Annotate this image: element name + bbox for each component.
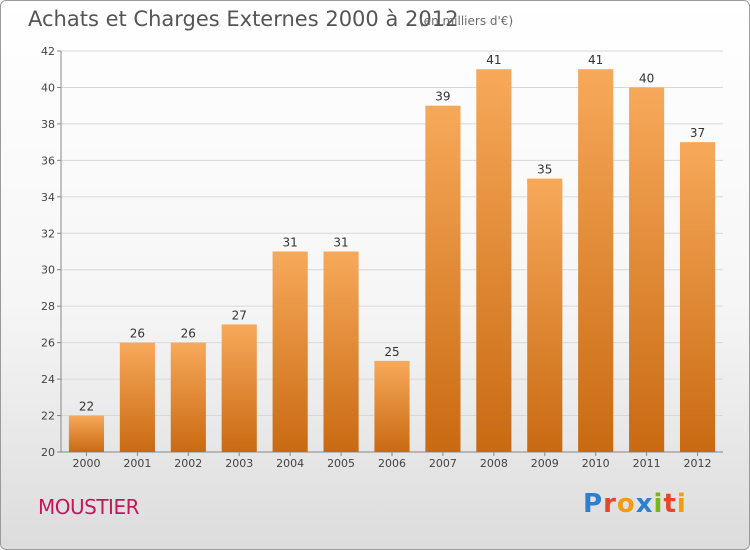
logo-letter: i (653, 489, 664, 519)
y-tick-label: 36 (41, 154, 55, 167)
x-tick-label: 2007 (429, 457, 457, 470)
bar-value-label: 37 (690, 126, 705, 140)
bar-value-label: 31 (283, 236, 298, 250)
chart-unit: (en milliers d'€) (419, 14, 514, 28)
bar (578, 69, 614, 453)
y-tick-label: 22 (41, 410, 55, 423)
logo-letter: P (583, 489, 604, 519)
labels: 20 22 24 26 28 30 32 34 36 38 40 42 22 2000 26 2001 26 20… (41, 45, 712, 470)
bar (374, 360, 410, 452)
bar-value-label: 39 (435, 90, 450, 104)
bar-value-label: 41 (588, 53, 603, 67)
bar-value-label: 26 (130, 327, 145, 341)
x-tick-label: 2012 (684, 457, 712, 470)
y-tick-label: 40 (41, 81, 55, 94)
chart-title: Achats et Charges Externes 2000 à 2012 (28, 7, 459, 31)
bar-value-label: 40 (639, 71, 654, 85)
x-tick-label: 2006 (378, 457, 406, 470)
bar (527, 178, 563, 452)
x-tick-label: 2003 (225, 457, 253, 470)
logo-letter: o (616, 489, 636, 519)
bar-value-label: 25 (384, 345, 399, 359)
y-tick-label: 24 (41, 373, 55, 386)
bar (68, 415, 105, 452)
x-tick-label: 2010 (582, 457, 610, 470)
y-tick-label: 30 (41, 264, 55, 277)
bars (68, 69, 716, 453)
logo-letter: t (663, 489, 677, 519)
bar-value-label: 41 (486, 53, 501, 67)
bar-value-label: 27 (232, 308, 247, 322)
x-tick-label: 2001 (123, 457, 151, 470)
bar-value-label: 35 (537, 163, 552, 177)
x-tick-label: 2002 (174, 457, 202, 470)
bar (476, 69, 512, 453)
logo-letter: x (635, 489, 654, 519)
bar (629, 87, 665, 453)
bar-value-label: 31 (333, 236, 348, 250)
bar-value-label: 26 (181, 327, 196, 341)
bar-value-label: 22 (79, 400, 94, 414)
y-tick-label: 28 (41, 300, 55, 313)
y-tick-label: 32 (41, 227, 55, 240)
x-tick-label: 2004 (276, 457, 304, 470)
y-tick-label: 20 (41, 446, 55, 459)
bar (425, 105, 461, 452)
bar (170, 342, 206, 452)
logo-letter: r (603, 489, 617, 519)
x-tick-label: 2005 (327, 457, 355, 470)
proxiti-logo[interactable]: Proxiti (583, 489, 687, 519)
x-tick-label: 2011 (633, 457, 661, 470)
x-tick-label: 2008 (480, 457, 508, 470)
bar (119, 342, 155, 452)
x-tick-label: 2009 (531, 457, 559, 470)
y-tick-label: 42 (41, 45, 55, 58)
bar (272, 251, 308, 452)
bar (323, 251, 359, 452)
bar (679, 142, 716, 453)
x-tick-label: 2000 (72, 457, 100, 470)
y-tick-label: 38 (41, 118, 55, 131)
bar (221, 324, 257, 452)
y-tick-label: 34 (41, 191, 55, 204)
logo-letter: i (676, 489, 687, 519)
y-tick-label: 26 (41, 337, 55, 350)
commune-name: MOUSTIER (38, 495, 139, 519)
